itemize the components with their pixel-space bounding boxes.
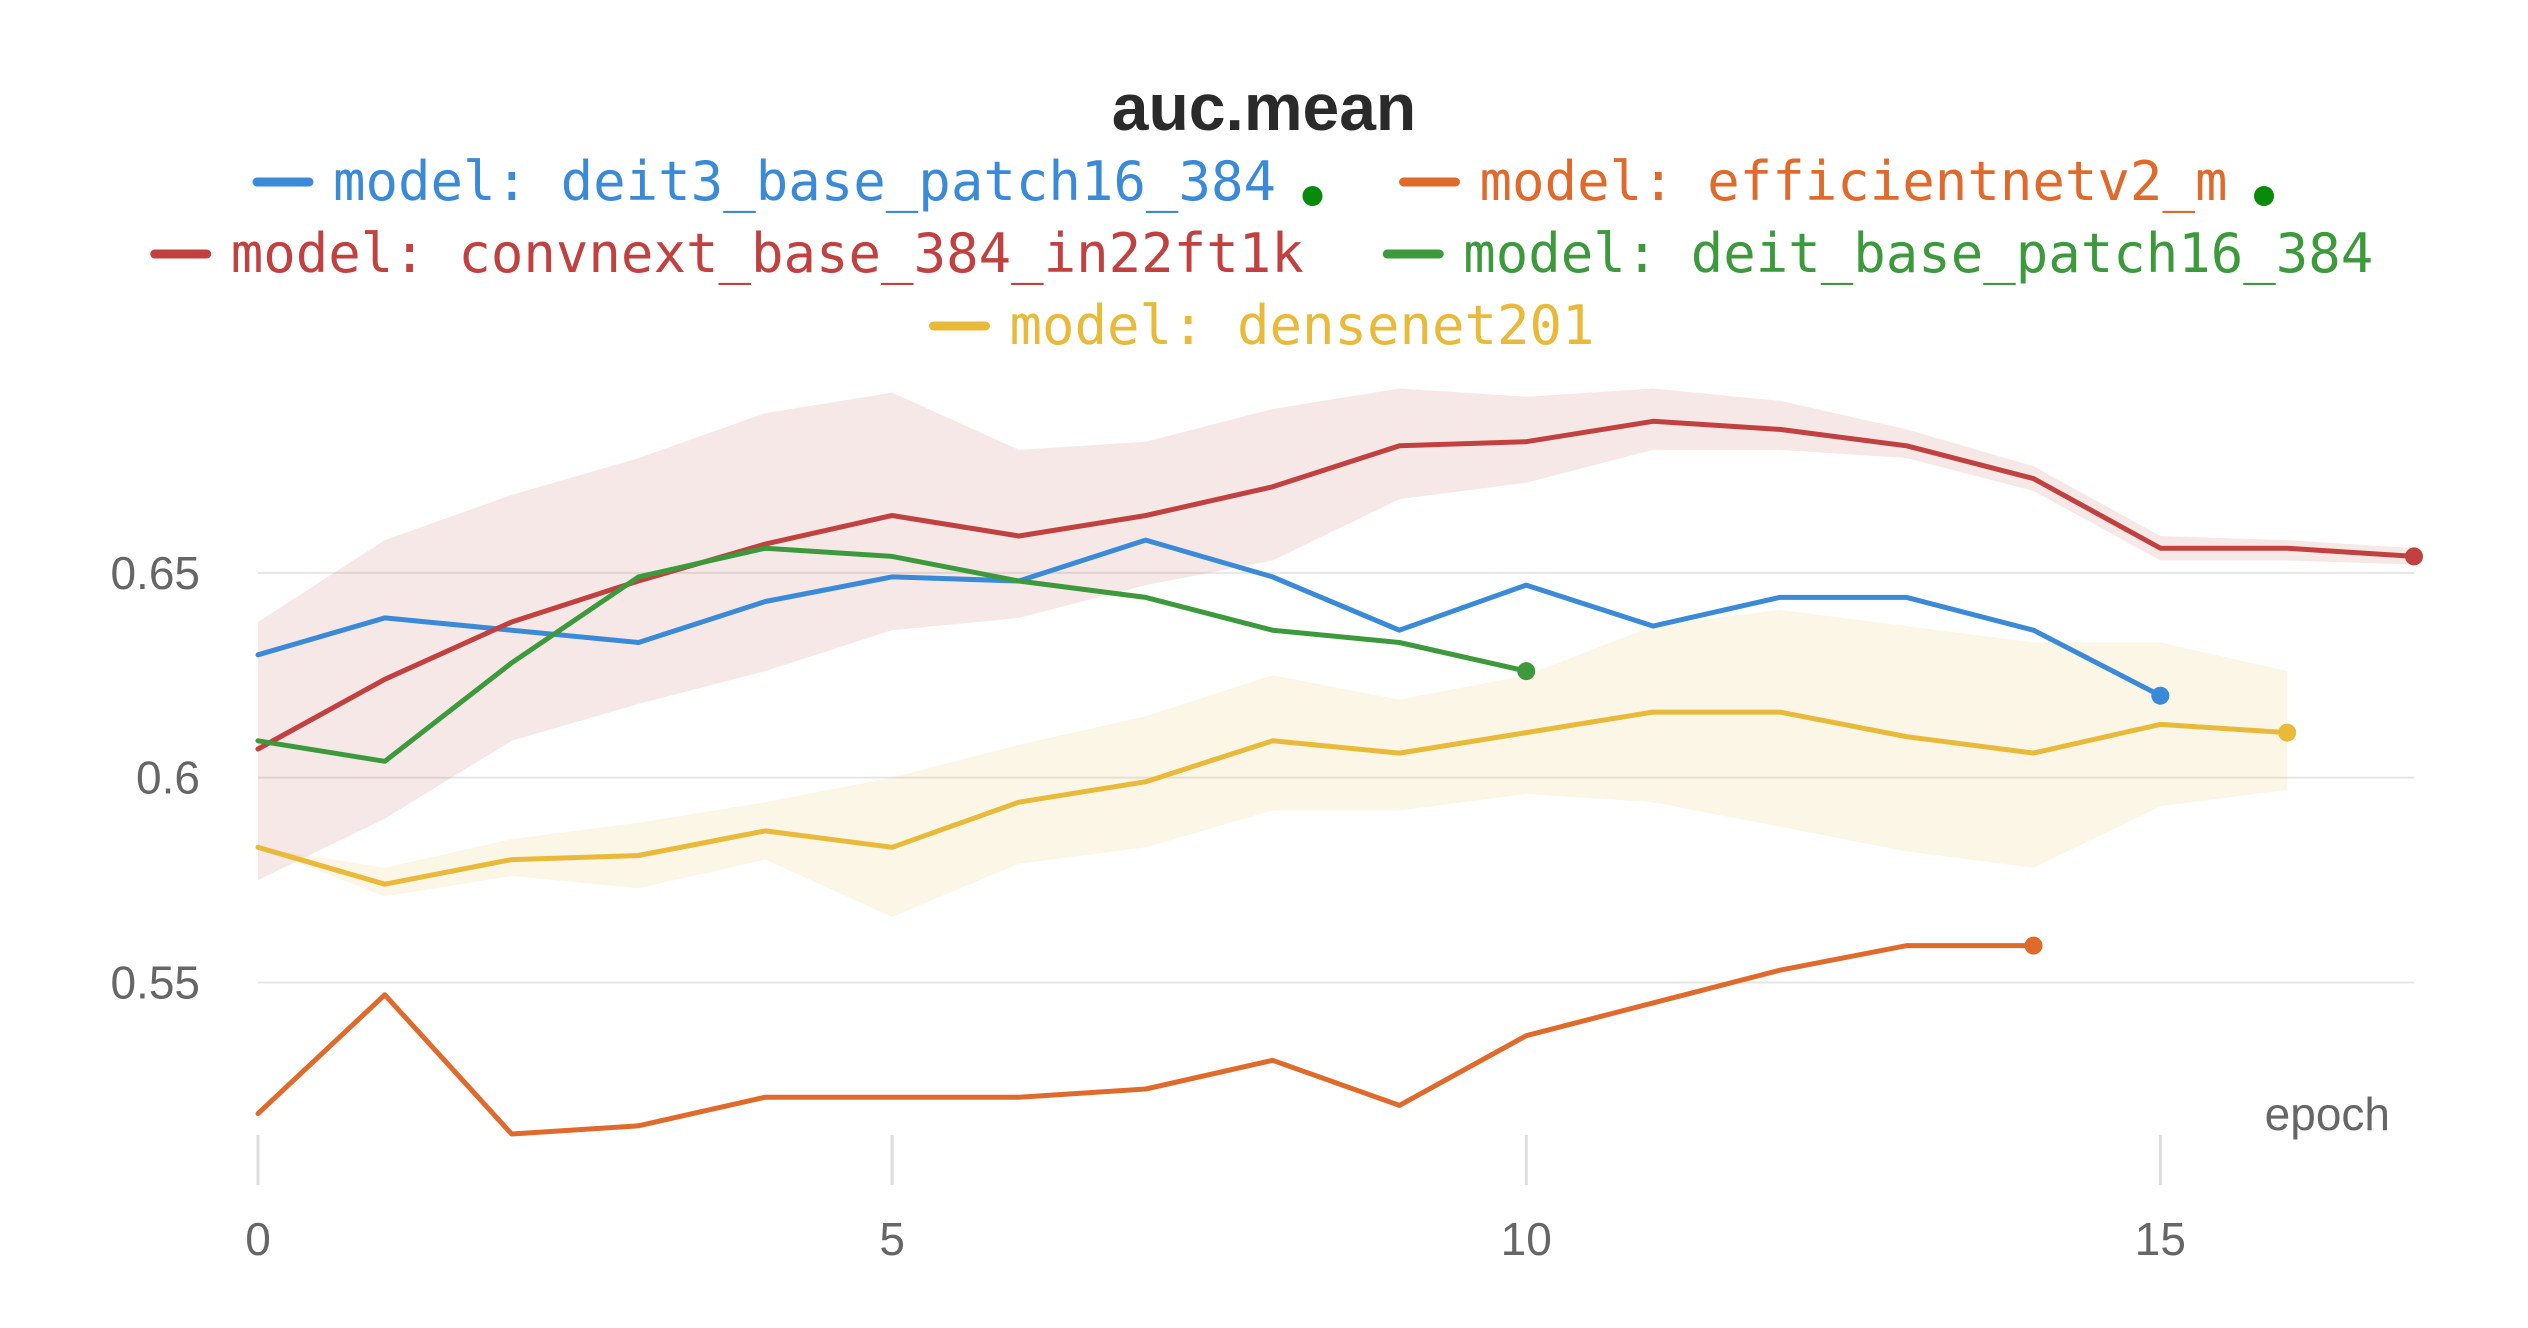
series-line [255, 537, 2163, 699]
series-line [255, 943, 2036, 1137]
chart-title: auc.mean [1112, 70, 1416, 144]
x-axis-label: epoch [2265, 1088, 2390, 1140]
legend-item-label: model: efficientnetv2_m [1480, 150, 2228, 213]
legend-item-label: model: convnext_base_384_in22ft1k [231, 222, 1304, 285]
series-end-point [1517, 662, 1536, 681]
legend-status-dot [1302, 186, 1323, 206]
grid [258, 571, 2414, 984]
end-markers [1517, 547, 2423, 955]
x-tick-label: 15 [2135, 1213, 2186, 1265]
legend-item-label: model: deit3_base_patch16_384 [333, 150, 1276, 213]
y-tick-label: 0.6 [136, 752, 200, 804]
confidence-bands [258, 388, 2414, 917]
legend-item-label: model: densenet201 [1010, 294, 1595, 357]
series-line [255, 545, 1529, 764]
series-line [255, 418, 2417, 752]
confidence-band [258, 388, 2414, 881]
x-tick-label: 10 [1501, 1213, 1552, 1265]
x-axis: 0 5 10 15 [245, 1135, 2186, 1265]
legend: model: deit3_base_patch16_384 model: effi… [150, 150, 2373, 357]
legend-status-dot [2254, 186, 2274, 206]
series-line [255, 709, 2290, 887]
y-tick-label: 0.65 [110, 547, 200, 599]
series-end-point [2405, 547, 2423, 566]
series-lines [255, 418, 2417, 1137]
x-tick-label: 0 [245, 1213, 271, 1265]
series-end-point [2151, 686, 2170, 705]
y-tick-label: 0.55 [110, 956, 200, 1008]
confidence-band [258, 609, 2288, 917]
x-tick-label: 5 [879, 1213, 905, 1265]
series-end-point [2024, 936, 2043, 955]
y-axis: 0.55 0.6 0.65 [110, 547, 200, 1009]
legend-item-label: model: deit_base_patch16_384 [1463, 222, 2373, 285]
series-end-point [2278, 723, 2297, 742]
